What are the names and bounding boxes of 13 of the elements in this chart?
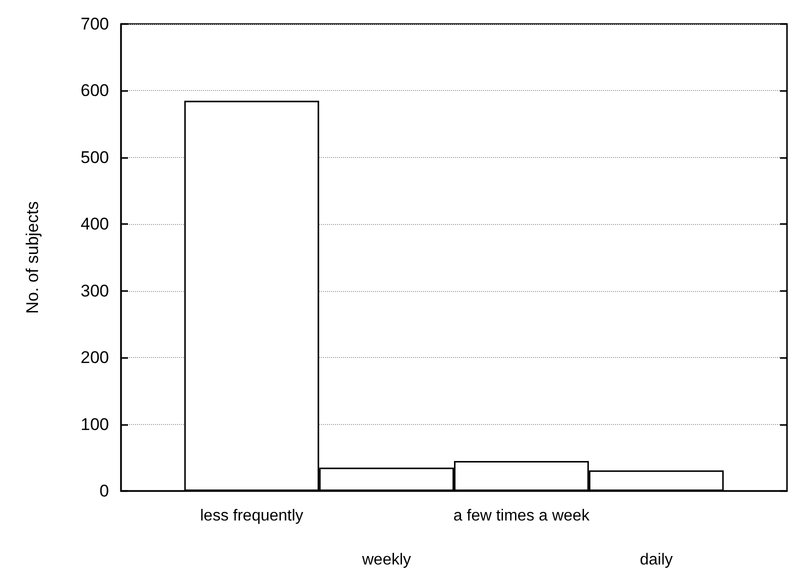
x-tick-label: a few times a week bbox=[453, 508, 590, 524]
y-tick-label: 500 bbox=[80, 148, 109, 167]
y-tick-label: 400 bbox=[80, 214, 109, 234]
y-tick-label: 600 bbox=[80, 81, 109, 100]
x-tick-label: less frequently bbox=[200, 508, 304, 524]
x-tick-label: daily bbox=[640, 552, 673, 568]
y-tick-label: 300 bbox=[80, 281, 109, 300]
y-tick-label: 200 bbox=[80, 348, 109, 368]
y-tick-label: 100 bbox=[80, 414, 109, 434]
y-tick-label: 0 bbox=[100, 482, 109, 500]
x-tick-label: weekly bbox=[361, 552, 412, 568]
y-axis-title: No. of subjects bbox=[23, 201, 42, 314]
y-tick-label: 700 bbox=[80, 14, 109, 34]
